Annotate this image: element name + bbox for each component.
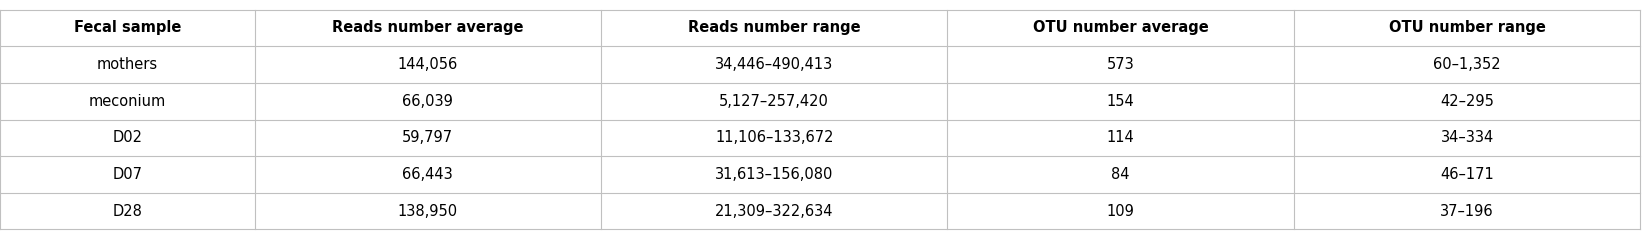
Text: 42–295: 42–295 [1440,94,1494,109]
Bar [601,193,947,229]
Text: D28: D28 [112,204,143,219]
Bar [255,120,601,156]
Text: D02: D02 [112,130,143,145]
Text: 21,309–322,634: 21,309–322,634 [714,204,834,219]
Bar [601,83,947,120]
Bar [947,83,1294,120]
Bar [255,10,601,46]
Text: 154: 154 [1107,94,1135,109]
Text: 5,127–257,420: 5,127–257,420 [719,94,829,109]
Bar [601,120,947,156]
Bar [0,83,255,120]
Bar [0,156,255,193]
Text: 66,443: 66,443 [402,167,453,182]
Bar [0,10,255,46]
Text: OTU number average: OTU number average [1033,20,1209,35]
Text: meconium: meconium [89,94,166,109]
Text: mothers: mothers [97,57,158,72]
Text: 34–334: 34–334 [1440,130,1494,145]
Text: 11,106–133,672: 11,106–133,672 [714,130,834,145]
Text: 31,613–156,080: 31,613–156,080 [714,167,834,182]
Bar [255,46,601,83]
Text: Fecal sample: Fecal sample [74,20,181,35]
Text: 84: 84 [1112,167,1130,182]
Text: 46–171: 46–171 [1440,167,1494,182]
Bar [1294,83,1640,120]
Bar [0,193,255,229]
Text: 109: 109 [1107,204,1135,219]
Text: 144,056: 144,056 [397,57,458,72]
Text: 59,797: 59,797 [402,130,453,145]
Bar [601,156,947,193]
Bar [255,193,601,229]
Text: 60–1,352: 60–1,352 [1433,57,1501,72]
Bar [1294,193,1640,229]
Bar [601,10,947,46]
Bar [601,46,947,83]
Text: Reads number range: Reads number range [688,20,860,35]
Bar [255,83,601,120]
Bar [947,120,1294,156]
Text: D07: D07 [112,167,143,182]
Bar [947,156,1294,193]
Bar [1294,46,1640,83]
Text: 138,950: 138,950 [397,204,458,219]
Text: 66,039: 66,039 [402,94,453,109]
Bar [0,46,255,83]
Bar [1294,10,1640,46]
Bar [947,193,1294,229]
Text: OTU number range: OTU number range [1389,20,1545,35]
Text: 114: 114 [1107,130,1135,145]
Bar [0,120,255,156]
Bar [1294,120,1640,156]
Text: Reads number average: Reads number average [332,20,524,35]
Bar [1294,156,1640,193]
Text: 37–196: 37–196 [1440,204,1494,219]
Bar [947,46,1294,83]
Text: 34,446–490,413: 34,446–490,413 [714,57,834,72]
Text: 573: 573 [1107,57,1135,72]
Bar [947,10,1294,46]
Bar [255,156,601,193]
